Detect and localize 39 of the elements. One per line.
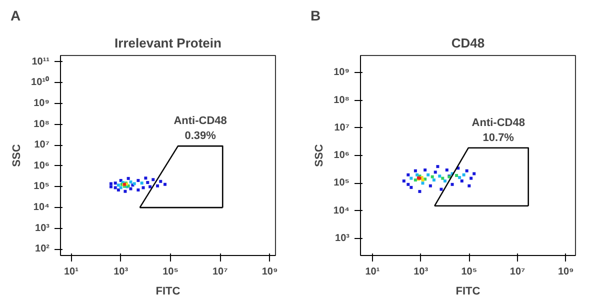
y-tick-label: 10⁶ [334, 150, 350, 162]
annotation: 10.7% [482, 132, 514, 144]
y-axis-title: SSC [11, 144, 24, 167]
y-tick-label: 10⁸ [334, 94, 350, 106]
x-tick-label: 10³ [414, 266, 429, 278]
y-tick-label: 10⁵ [34, 181, 50, 192]
y-tick-label: 10⁷ [34, 140, 50, 151]
annotation: Anti-CD48 [174, 115, 227, 128]
y-tick-label: 10³ [35, 222, 50, 234]
x-tick-label: 10³ [114, 266, 129, 278]
y-tick-label: 10⁴ [33, 202, 50, 214]
y-tick-label: 10³ [335, 232, 350, 244]
chart-title: Irrelevant Protein [114, 36, 222, 50]
y-tick-label: 10⁴ [333, 205, 350, 216]
text: A [10, 8, 21, 24]
x-tick-label: 10¹ [365, 266, 380, 278]
y-tick-label: 10⁷ [334, 122, 350, 134]
x-tick-label: 10¹ [64, 266, 80, 278]
x-axis-title: FITC [156, 286, 180, 298]
y-tick-label: 10⁸ [34, 118, 50, 130]
y-tick-label: 10¹⁰ [31, 76, 50, 88]
y-tick-label: 10⁶ [34, 160, 50, 172]
x-tick-label: 10⁹ [262, 266, 278, 278]
annotation: 0.39% [184, 130, 216, 142]
annotation: Anti-CD48 [472, 116, 525, 129]
y-tick-label: 10⁹ [334, 67, 350, 78]
x-axis-title: FITC [456, 286, 480, 298]
x-tick-label: 10⁷ [510, 266, 526, 278]
chart-title: CD48 [451, 36, 485, 50]
y-tick-label: 10¹¹ [32, 56, 50, 68]
y-tick-label: 10⁹ [34, 98, 50, 109]
x-tick-label: 10⁷ [212, 266, 228, 278]
x-tick-label: 10⁵ [461, 266, 478, 278]
text: B [310, 8, 321, 24]
x-tick-label: 10⁹ [558, 266, 574, 278]
y-tick-label: 10² [35, 244, 50, 255]
x-tick-label: 10⁵ [162, 266, 179, 278]
y-axis-title: SSC [313, 144, 326, 167]
y-tick-label: 10⁵ [334, 178, 350, 189]
